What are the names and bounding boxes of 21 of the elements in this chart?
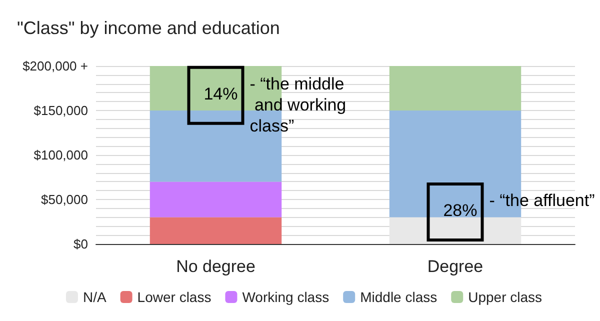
annotation: - “the middle and working class”: [250, 74, 351, 136]
x-tick-label: No degree: [176, 257, 256, 276]
y-tick-label: $50,000: [41, 192, 88, 207]
y-tick-label: $200,000 +: [22, 58, 88, 74]
legend-label: Middle class: [360, 289, 438, 305]
legend-label: N/A: [82, 289, 107, 305]
bar: [150, 182, 282, 218]
legend-label: Lower class: [137, 289, 212, 305]
y-tick-label: $100,000: [34, 148, 88, 162]
legend-label: Upper class: [468, 289, 542, 305]
chart-title: "Class" by income and education: [17, 18, 280, 38]
bar: [150, 217, 282, 244]
annotation: 28%: [443, 200, 478, 220]
annotation: 14%: [204, 84, 238, 104]
legend-label: Working class: [242, 289, 330, 305]
bar: [389, 217, 522, 244]
y-tick-label: $0: [74, 236, 88, 252]
x-tick-label: Degree: [427, 257, 484, 276]
annotation: - “the affluent”: [489, 190, 596, 210]
y-tick-label: $150,000: [34, 103, 88, 118]
bar: [389, 66, 522, 110]
